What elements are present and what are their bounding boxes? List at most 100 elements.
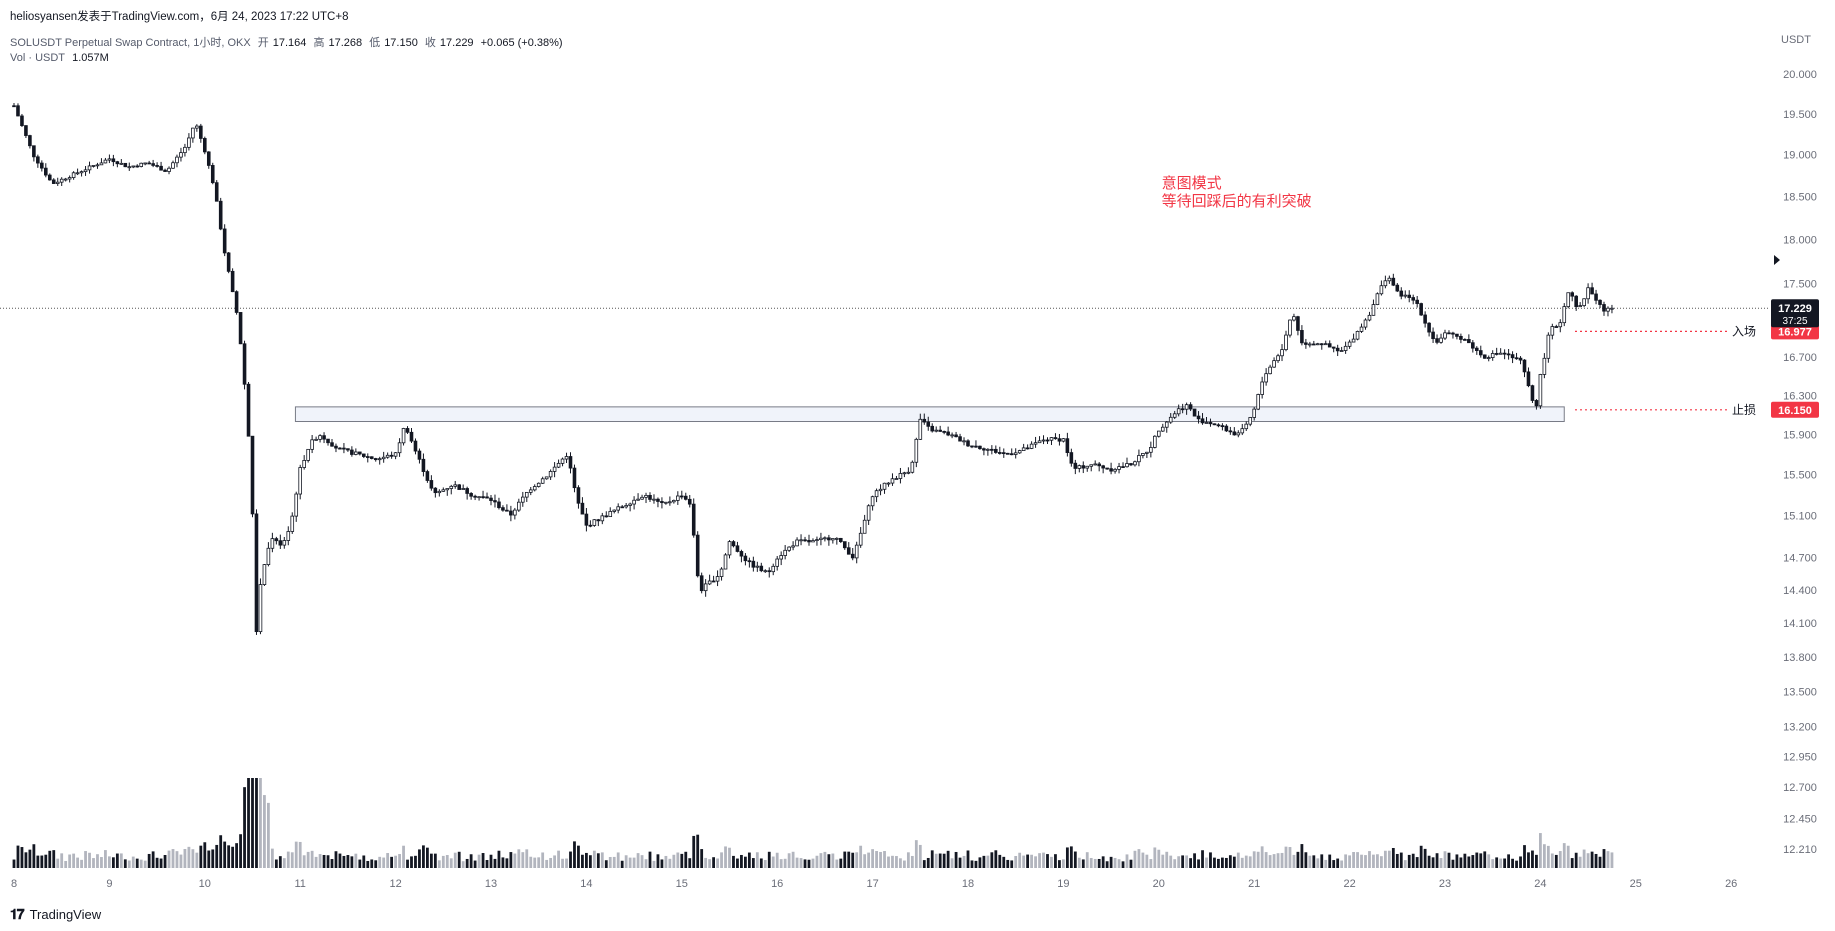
time-tick-label: 16: [771, 878, 783, 890]
volume-bar: [1531, 850, 1534, 868]
volume-bar: [541, 852, 545, 868]
candle-body: [1471, 342, 1475, 349]
candle-body: [397, 442, 402, 454]
volume-bar: [1201, 850, 1204, 868]
volume-bar: [1169, 855, 1173, 868]
candle-body: [497, 501, 501, 509]
candle-body: [878, 488, 883, 492]
volume-bar: [1503, 858, 1507, 868]
candle-body: [1288, 319, 1292, 336]
volume-bar: [382, 857, 386, 868]
candle-body: [373, 458, 378, 461]
consolidation-zone: [294, 406, 1565, 423]
volume-bar: [1459, 857, 1463, 868]
volume-bar: [1364, 855, 1367, 868]
volume-bar: [819, 853, 823, 868]
annotation-line2: 等待回踩后的有利突破: [1162, 192, 1312, 210]
volume-label[interactable]: Vol · USDT: [10, 52, 66, 64]
volume-bar: [990, 852, 994, 868]
volume-bar: [449, 858, 453, 868]
candle-body: [214, 182, 219, 202]
volume-bar: [942, 853, 946, 868]
candle-body: [1562, 306, 1567, 324]
volume-bar: [771, 856, 775, 868]
candle-body: [827, 537, 831, 541]
candle-body: [1013, 452, 1018, 455]
candle-body: [914, 438, 919, 463]
volume-bar: [684, 851, 688, 868]
candle-body: [1343, 345, 1348, 351]
candle-body: [1391, 277, 1396, 286]
legend-ohlc: SOLUSDT Perpetual Swap Contract, 1小时, OK…: [10, 34, 567, 50]
candle-body: [334, 445, 338, 449]
candle-body: [485, 496, 489, 499]
volume-bar: [1558, 851, 1562, 868]
volume-bar: [1272, 854, 1276, 868]
price-tick-label: 13.200: [1783, 722, 1817, 734]
time-tick-label: 18: [962, 878, 974, 890]
candle-body: [672, 500, 676, 503]
candle-body: [1009, 453, 1014, 456]
volume-bar: [1304, 852, 1308, 868]
volume-bar: [1368, 851, 1371, 868]
volume-bar: [1439, 858, 1443, 868]
candle-body: [123, 162, 128, 168]
legend-volume: Vol · USDT 1.057M: [10, 52, 113, 64]
time-tick-label: 21: [1248, 878, 1260, 890]
volume-value: 1.057M: [72, 52, 109, 64]
candle-body: [83, 169, 88, 173]
candle-body: [115, 161, 120, 165]
candle-body: [1478, 350, 1483, 356]
candle-body: [473, 495, 477, 498]
symbol-title[interactable]: SOLUSDT Perpetual Swap Contract, 1小时, OK…: [10, 37, 251, 49]
candle-body: [12, 105, 16, 108]
volume-bar: [290, 852, 294, 868]
volume-bar: [1117, 859, 1121, 868]
candle-body: [369, 456, 374, 459]
time-tick-label: 9: [106, 878, 112, 890]
candle-body: [218, 200, 223, 230]
candle-body: [1069, 452, 1074, 464]
volume-bar: [1046, 854, 1049, 868]
candle-body: [40, 162, 44, 169]
candle-body: [1033, 442, 1038, 445]
close-label: 收: [424, 37, 436, 49]
candle-body: [1327, 343, 1332, 348]
countdown-text: 37:25: [1782, 316, 1807, 327]
volume-bar: [918, 844, 922, 868]
volume-bar: [700, 849, 704, 868]
candle-body: [1113, 468, 1117, 472]
volume-bar: [1372, 854, 1375, 868]
candle-body: [167, 167, 171, 172]
candle-body: [715, 576, 720, 582]
volume-bar: [441, 855, 445, 868]
volume-bar: [1101, 856, 1105, 868]
volume-bar: [270, 848, 274, 868]
volume-bar: [310, 850, 314, 868]
volume-bar: [692, 835, 696, 868]
candle-body: [771, 565, 776, 573]
volume-bar: [1399, 852, 1403, 868]
candle-body: [986, 448, 990, 451]
volume-bar: [394, 855, 397, 868]
volume-bar: [1054, 854, 1057, 868]
volume-bar: [24, 852, 28, 868]
candle-body: [1041, 439, 1046, 442]
candle-body: [731, 541, 736, 547]
candle-body: [795, 539, 799, 547]
volume-bar: [350, 856, 354, 868]
volume-bar: [215, 844, 219, 868]
tradingview-logo[interactable]: 𝟏𝟕 TradingView: [10, 906, 101, 923]
volume-bar: [386, 853, 390, 868]
volume-bar: [1256, 851, 1260, 868]
volume-bar: [1340, 860, 1344, 868]
volume-bar: [791, 851, 795, 868]
volume-bar: [263, 795, 266, 868]
volume-bar: [159, 858, 163, 868]
candle-body: [1598, 299, 1602, 305]
volume-bar: [378, 856, 382, 868]
candle-body: [1057, 438, 1062, 442]
candle-body: [739, 551, 744, 557]
candle-body: [290, 515, 295, 532]
